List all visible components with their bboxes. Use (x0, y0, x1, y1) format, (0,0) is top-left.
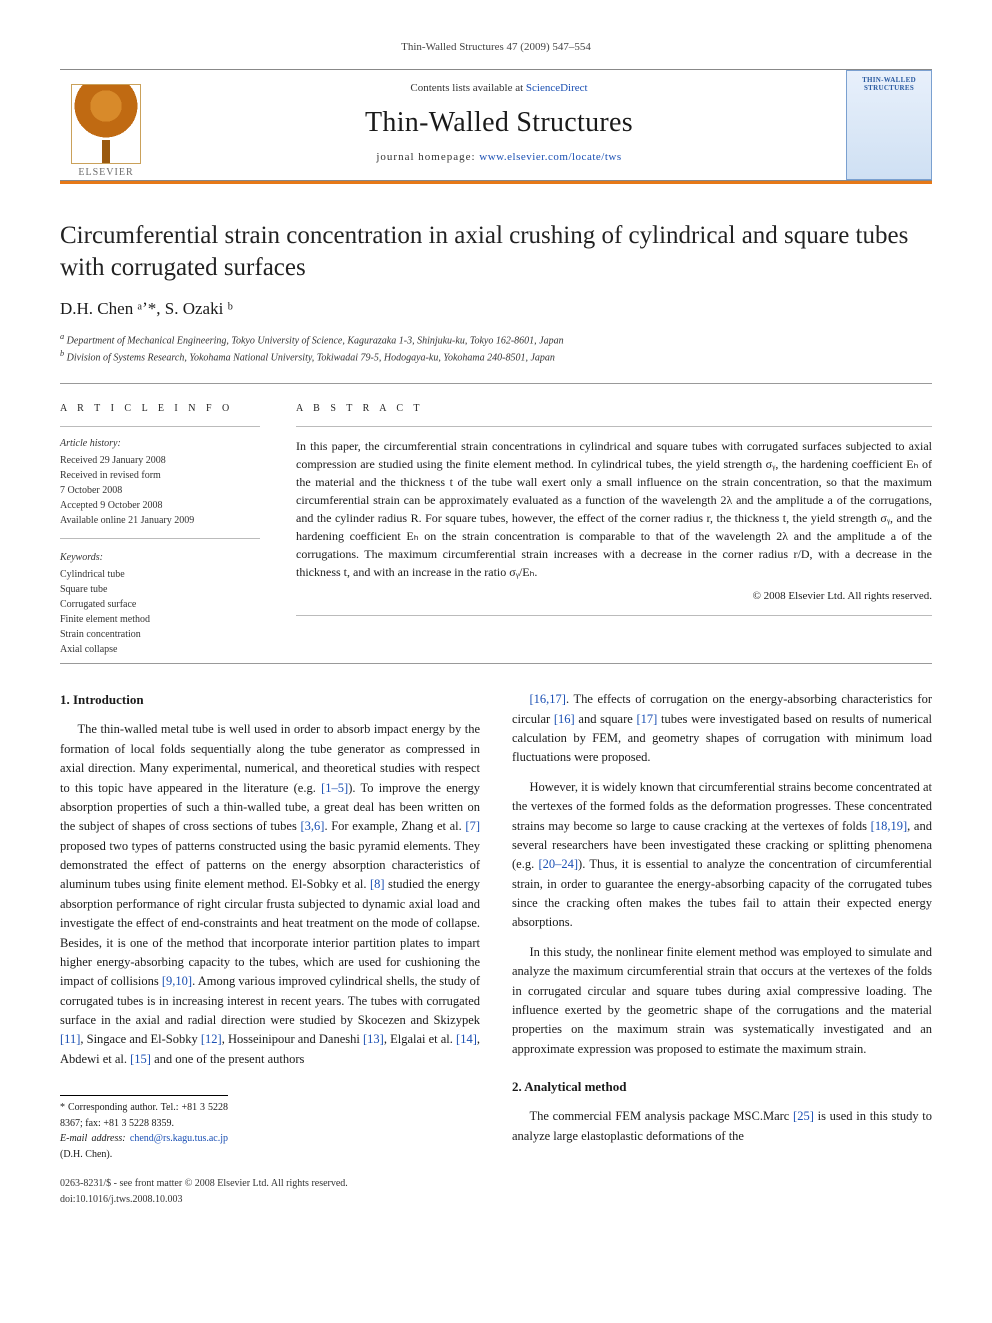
copyright-line: © 2008 Elsevier Ltd. All rights reserved… (296, 589, 932, 604)
divider (60, 383, 932, 384)
homepage-line: journal homepage: www.elsevier.com/locat… (152, 150, 846, 165)
masthead: ELSEVIER Contents lists available at Sci… (60, 69, 932, 181)
keyword: Corrugated surface (60, 597, 260, 612)
cover-title: THIN-WALLED STRUCTURES (847, 77, 931, 92)
thin-divider (60, 538, 260, 539)
body-paragraph: The thin-walled metal tube is well used … (60, 720, 480, 1069)
publisher-name: ELSEVIER (78, 166, 133, 180)
history-line: Available online 21 January 2009 (60, 513, 260, 528)
corresponding-line: * Corresponding author. Tel.: +81 3 5228… (60, 1100, 228, 1131)
keyword: Cylindrical tube (60, 567, 260, 582)
history-head: Article history: (60, 437, 260, 451)
affiliation-a-text: Department of Mechanical Engineering, To… (67, 335, 564, 346)
footer-line: 0263-8231/$ - see front matter © 2008 El… (60, 1176, 480, 1192)
article-title: Circumferential strain concentration in … (60, 220, 932, 283)
contents-prefix: Contents lists available at (410, 82, 525, 94)
keyword: Finite element method (60, 612, 260, 627)
footer: 0263-8231/$ - see front matter © 2008 El… (60, 1176, 480, 1207)
contents-line: Contents lists available at ScienceDirec… (152, 81, 846, 96)
keyword: Square tube (60, 582, 260, 597)
right-column: [16,17]. The effects of corrugation on t… (512, 690, 932, 1207)
history-line: Received 29 January 2008 (60, 453, 260, 468)
email-label: E-mail address: (60, 1133, 126, 1144)
homepage-link[interactable]: www.elsevier.com/locate/tws (479, 151, 621, 163)
corresponding-email-link[interactable]: chend@rs.kagu.tus.ac.jp (130, 1133, 228, 1144)
keyword: Strain concentration (60, 627, 260, 642)
email-paren: (D.H. Chen). (60, 1149, 112, 1160)
corresponding-note: * Corresponding author. Tel.: +81 3 5228… (60, 1095, 228, 1162)
thin-divider (296, 615, 932, 616)
journal-reference: Thin-Walled Structures 47 (2009) 547–554 (60, 40, 932, 55)
history-line: 7 October 2008 (60, 483, 260, 498)
body-paragraph: The commercial FEM analysis package MSC.… (512, 1107, 932, 1146)
affiliation-b-text: Division of Systems Research, Yokohama N… (67, 352, 555, 363)
abstract-text: In this paper, the circumferential strai… (296, 437, 932, 581)
sciencedirect-link[interactable]: ScienceDirect (526, 82, 588, 94)
body-paragraph: [16,17]. The effects of corrugation on t… (512, 690, 932, 768)
thin-divider (60, 426, 260, 427)
history-line: Accepted 9 October 2008 (60, 498, 260, 513)
keyword: Axial collapse (60, 642, 260, 657)
section-head-intro: 1. Introduction (60, 690, 480, 710)
body-paragraph: However, it is widely known that circumf… (512, 778, 932, 933)
article-info-head: A R T I C L E I N F O (60, 402, 260, 416)
publisher-logo: ELSEVIER (60, 70, 152, 180)
homepage-prefix: journal homepage: (376, 151, 479, 163)
history-line: Received in revised form (60, 468, 260, 483)
abstract-head: A B S T R A C T (296, 402, 932, 416)
journal-cover-thumbnail: THIN-WALLED STRUCTURES (846, 70, 932, 180)
affiliation-a: a Department of Mechanical Engineering, … (60, 331, 932, 348)
authors: D.H. Chen ᵃʼ*, S. Ozaki ᵇ (60, 297, 932, 321)
thin-divider (296, 426, 932, 427)
affiliation-b: b Division of Systems Research, Yokohama… (60, 348, 932, 365)
journal-title: Thin-Walled Structures (152, 103, 846, 142)
keywords-head: Keywords: (60, 551, 260, 565)
footer-doi: doi:10.1016/j.tws.2008.10.003 (60, 1192, 480, 1208)
elsevier-tree-icon (71, 84, 141, 164)
body-paragraph: In this study, the nonlinear finite elem… (512, 943, 932, 1059)
left-column: 1. Introduction The thin-walled metal tu… (60, 690, 480, 1207)
divider (60, 663, 932, 664)
section-head-method: 2. Analytical method (512, 1077, 932, 1097)
